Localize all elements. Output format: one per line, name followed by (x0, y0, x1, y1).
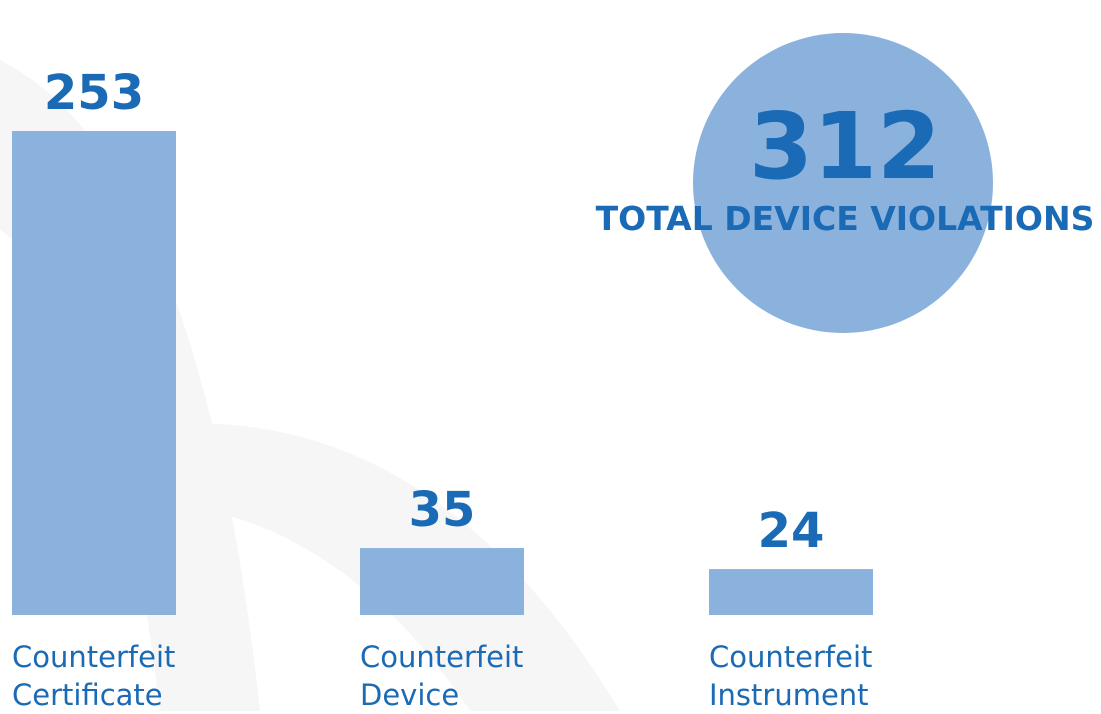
bar (12, 131, 176, 615)
value-label: 24 (758, 503, 825, 559)
total-circle (693, 33, 993, 333)
category-label: Counterfeit Certificate (12, 640, 176, 712)
bar (709, 569, 873, 615)
total-label: TOTAL DEVICE VIOLATIONS (596, 199, 1095, 238)
total-value: 312 (749, 93, 941, 200)
value-label: 35 (409, 482, 476, 538)
value-label: 253 (44, 65, 144, 121)
category-label: Counterfeit Instrument (709, 640, 873, 712)
category-label: Counterfeit Device (360, 640, 524, 712)
bar (360, 548, 524, 615)
